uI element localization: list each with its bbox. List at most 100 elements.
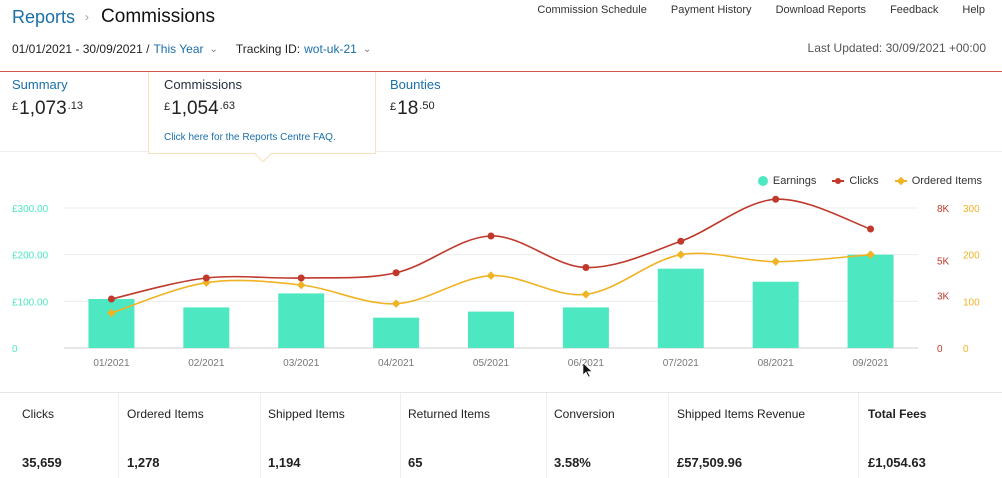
legend-clicks-swatch — [832, 176, 845, 186]
ordered-items-point — [296, 280, 306, 290]
currency-symbol: £ — [12, 101, 19, 113]
amount-decimal: .63 — [219, 100, 235, 112]
x-axis-tick: 01/2021 — [93, 358, 130, 369]
chart-svg: 0 £100.00 £200.00 £300.00 0 3K 5K 8K 0 100 200 300 0… — [12, 195, 980, 369]
stat-label: Shipped Items — [268, 407, 345, 421]
x-axis-tick: 03/2021 — [283, 358, 320, 369]
stat-shipped-items-revenue: Shipped Items Revenue £57,509.96 — [668, 393, 858, 478]
earnings-bar — [373, 317, 420, 348]
amount-decimal: .50 — [419, 100, 435, 112]
ordered-items-point — [771, 257, 780, 266]
tile-summary-title[interactable]: Summary — [12, 77, 68, 92]
performance-chart: 0 £100.00 £200.00 £300.00 0 3K 5K 8K 0 100 200 300 0… — [0, 160, 1002, 390]
amount-main: 18 — [397, 98, 419, 119]
nav-commission-schedule[interactable]: Commission Schedule — [537, 4, 647, 16]
left-axis-tick: £200.00 — [12, 251, 49, 262]
legend-clicks-marker — [835, 178, 842, 184]
nav-help[interactable]: Help — [962, 4, 985, 16]
chevron-down-icon[interactable]: ⌄ — [362, 43, 372, 55]
clicks-point — [487, 232, 495, 240]
chart-legend: Earnings Clicks Ordered Items — [757, 175, 982, 187]
tile-commissions-amount: £ 1,054 .63 — [164, 98, 242, 120]
ordered-items-point — [107, 308, 116, 318]
stat-label: Returned Items — [408, 407, 491, 421]
earnings-bar — [752, 281, 799, 348]
earnings-bar — [183, 307, 230, 348]
x-axis-tick: 08/2021 — [758, 358, 795, 369]
amount-main: 1,073 — [19, 98, 67, 119]
stat-label: Total Fees — [868, 407, 927, 421]
stats-row: Clicks 35,659 Ordered Items 1,278 Shippe… — [0, 392, 1002, 478]
left-axis-tick: £300.00 — [12, 204, 49, 215]
clicks-point — [582, 264, 590, 271]
ordered-items-point — [581, 290, 591, 299]
date-preset-dropdown[interactable]: This Year — [153, 42, 204, 56]
tile-commissions-title: Commissions — [164, 77, 243, 92]
left-axis-tick: 0 — [12, 344, 18, 355]
stat-conversion: Conversion 3.58% — [546, 393, 668, 478]
right-axis-clicks-tick: 8K — [937, 204, 950, 215]
x-axis-tick: 02/2021 — [188, 358, 225, 369]
earnings-bar — [562, 307, 609, 348]
clicks-point — [772, 195, 780, 203]
legend-earnings[interactable]: Earnings — [757, 175, 817, 187]
right-axis-items-tick: 200 — [963, 251, 980, 262]
top-nav: Commission Schedule Payment History Down… — [537, 4, 985, 16]
clicks-point — [867, 225, 875, 233]
x-axis-tick: 05/2021 — [473, 358, 510, 369]
stat-label: Shipped Items Revenue — [677, 407, 806, 421]
legend-ordered-items[interactable]: Ordered Items — [894, 175, 982, 187]
earnings-bar — [657, 268, 704, 348]
nav-payment-history[interactable]: Payment History — [670, 4, 752, 16]
earnings-bar — [278, 293, 325, 348]
tile-bounties-amount: £ 18 .50 — [390, 98, 441, 120]
earnings-bar — [847, 254, 894, 348]
summary-tiles: Summary £ 1,073 .13 — [0, 72, 1002, 152]
stat-clicks: Clicks 35,659 — [0, 393, 118, 478]
legend-earnings-label: Earnings — [772, 175, 817, 187]
x-axis-tick: 04/2021 — [378, 358, 415, 369]
tile-bounties[interactable]: Bounties £ 18 .50 — [390, 77, 441, 120]
tile-summary-amount: £ 1,073 .13 — [12, 98, 83, 120]
tracking-id-dropdown[interactable]: Tracking ID: wot-uk-21 ⌄ — [236, 42, 371, 56]
stat-value: 1,194 — [268, 455, 301, 470]
stat-value: £1,054.63 — [868, 455, 926, 470]
stat-total-fees: Total Fees £1,054.63 — [858, 393, 1002, 478]
date-range-text: 01/01/2021 - 30/09/2021 / — [12, 42, 150, 56]
clicks-point — [202, 274, 210, 282]
chevron-down-icon[interactable]: ⌄ — [209, 43, 218, 55]
right-axis-items-tick: 0 — [963, 344, 969, 355]
faq-link[interactable]: Click here for the Reports Centre FAQ. — [164, 132, 336, 143]
nav-download-reports[interactable]: Download Reports — [775, 4, 867, 16]
ordered-items-point — [486, 271, 496, 280]
last-updated-text: Last Updated: 30/09/2021 +00:00 — [807, 41, 986, 55]
tile-summary[interactable]: Summary £ 1,073 .13 — [12, 77, 83, 120]
stat-value: £57,509.96 — [677, 455, 743, 470]
right-axis-items-tick: 300 — [963, 204, 980, 215]
tile-bounties-title[interactable]: Bounties — [390, 77, 441, 92]
legend-ordered-items-marker — [896, 176, 905, 186]
legend-clicks[interactable]: Clicks — [832, 175, 879, 187]
tile-commissions-content: Commissions £ 1,054 .63 — [164, 77, 242, 120]
x-axis-tick: 09/2021 — [852, 358, 889, 369]
amount-main: 1,054 — [171, 98, 219, 119]
mouse-cursor-icon — [583, 363, 593, 377]
x-axis-tick: 07/2021 — [663, 358, 700, 369]
stat-value: 3.58% — [554, 455, 591, 470]
tracking-id-value[interactable]: wot-uk-21 — [304, 42, 357, 56]
stat-value: 65 — [408, 455, 423, 470]
ordered-items-point — [676, 250, 686, 259]
stat-ordered-items: Ordered Items 1,278 — [118, 393, 260, 478]
breadcrumb-reports-link[interactable]: Reports — [12, 6, 76, 27]
clicks-point — [392, 269, 400, 277]
stat-returned-items: Returned Items 65 — [400, 393, 546, 478]
nav-feedback[interactable]: Feedback — [890, 4, 939, 16]
legend-ordered-items-swatch — [894, 176, 907, 186]
stat-value: 1,278 — [127, 455, 160, 470]
breadcrumb: Reports › Commissions — [12, 6, 215, 28]
clicks-point — [297, 274, 305, 282]
legend-ordered-items-label: Ordered Items — [911, 175, 982, 187]
stat-shipped-items: Shipped Items 1,194 — [260, 393, 400, 478]
stat-value: 35,659 — [22, 455, 62, 470]
tile-commissions[interactable]: Commissions £ 1,054 .63 Click here for t… — [148, 72, 376, 163]
